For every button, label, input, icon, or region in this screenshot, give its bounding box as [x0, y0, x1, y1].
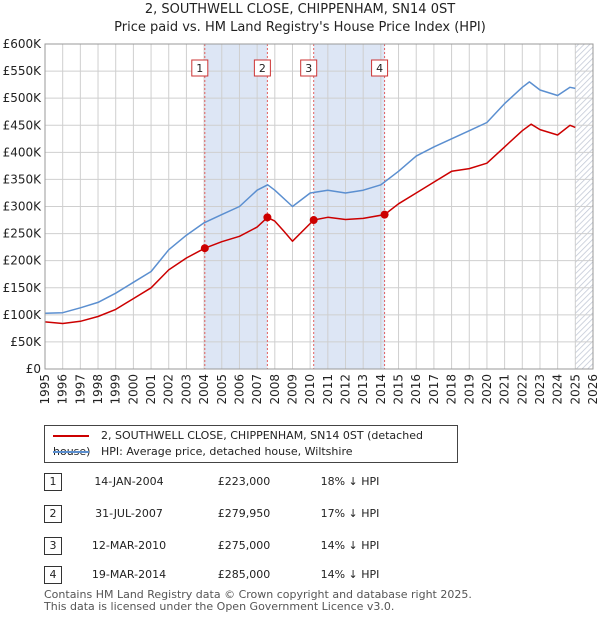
- y-tick-label: £400K: [3, 145, 43, 159]
- legend-property-swatch: [53, 435, 89, 437]
- x-tick-label: 2014: [374, 374, 388, 405]
- x-tick-label: 2008: [268, 374, 282, 405]
- legend-hpi-label: HPI: Average price, detached house, Wilt…: [101, 445, 353, 458]
- x-tick-label: 2005: [215, 374, 229, 405]
- transaction-hpi: 17% ↓ HPI: [320, 507, 380, 520]
- x-tick-label: 2009: [285, 374, 299, 405]
- plot-border: [44, 43, 594, 370]
- transaction-badge: 4: [44, 566, 62, 584]
- transaction-date: 12-MAR-2010: [91, 539, 167, 552]
- y-tick-label: £100K: [3, 308, 43, 322]
- sale-marker-label: 2: [259, 62, 266, 75]
- x-tick-label: 2001: [144, 374, 158, 405]
- transaction-date: 19-MAR-2014: [91, 568, 167, 581]
- sale-marker-box: [300, 59, 318, 77]
- x-tick-label: 2003: [179, 374, 193, 405]
- transaction-price: £223,000: [217, 475, 271, 488]
- transaction-badge: 2: [44, 505, 62, 523]
- y-tick-label: £350K: [3, 172, 43, 186]
- sale-point: [380, 210, 389, 219]
- transaction-price: £285,000: [217, 568, 271, 581]
- y-tick-label: £500K: [3, 91, 43, 105]
- sale-marker-box: [371, 59, 389, 77]
- sale-point: [263, 213, 272, 222]
- x-tick-label: 2012: [339, 374, 353, 405]
- footer-copyright: Contains HM Land Registry data © Crown c…: [44, 588, 472, 601]
- x-tick-label: 2004: [197, 374, 211, 405]
- x-tick-label: 2018: [445, 374, 459, 405]
- x-tick-label: 2016: [409, 374, 423, 405]
- legend-hpi-swatch: [53, 451, 89, 453]
- x-tick-label: 1996: [56, 374, 70, 405]
- y-tick-label: £450K: [3, 118, 43, 132]
- y-tick-label: £550K: [3, 64, 43, 78]
- y-tick-label: £0: [26, 362, 41, 376]
- transaction-hpi: 18% ↓ HPI: [320, 475, 380, 488]
- chart-title-line1: 2, SOUTHWELL CLOSE, CHIPPENHAM, SN14 0ST: [144, 2, 456, 17]
- x-tick-label: 2026: [586, 374, 600, 405]
- footer: Contains HM Land Registry data © Crown c…: [44, 589, 472, 613]
- x-tick-label: 2023: [533, 374, 547, 405]
- x-tick-label: 2021: [498, 374, 512, 405]
- y-tick-label: £250K: [3, 227, 43, 241]
- y-tick-label: £50K: [10, 335, 42, 349]
- x-tick-label: 2000: [126, 374, 140, 405]
- x-tick-label: 1995: [38, 374, 52, 405]
- x-tick-label: 2020: [480, 374, 494, 405]
- footer-licence: This data is licensed under the Open Gov…: [44, 600, 395, 613]
- transaction-price: £275,000: [217, 539, 271, 552]
- sale-marker-box: [191, 59, 209, 77]
- legend-hpi: HPI: Average price, detached house, Wilt…: [53, 444, 353, 460]
- chart-title-line2: Price paid vs. HM Land Registry's House …: [114, 20, 486, 35]
- y-tick-label: £150K: [3, 281, 43, 295]
- price-chart: £0 £50K £100K £150K £200K £250K £300K £350K £400…: [3, 37, 600, 405]
- sale-marker-label: 3: [305, 62, 312, 75]
- sale-marker-label: 1: [196, 62, 203, 75]
- transaction-hpi: 14% ↓ HPI: [320, 568, 380, 581]
- y-tick-label: £600K: [3, 37, 43, 51]
- y-tick-label: £200K: [3, 254, 43, 268]
- x-tick-label: 2025: [568, 374, 582, 405]
- transaction-date: 31-JUL-2007: [95, 507, 163, 520]
- x-tick-label: 1997: [73, 374, 87, 405]
- x-tick-label: 2010: [303, 374, 317, 405]
- x-tick-label: 2017: [427, 374, 441, 405]
- x-tick-label: 2006: [232, 374, 246, 405]
- transaction-badge: 3: [44, 537, 62, 555]
- x-tick-label: 2007: [250, 374, 264, 405]
- x-tick-label: 2015: [392, 374, 406, 405]
- sale-marker-box: [253, 59, 271, 77]
- sale-marker-label: 4: [376, 62, 383, 75]
- transaction-badge: 1: [44, 473, 62, 491]
- legend-property: 2, SOUTHWELL CLOSE, CHIPPENHAM, SN14 0ST…: [53, 428, 457, 458]
- x-tick-label: 2013: [356, 374, 370, 405]
- y-tick-label: £300K: [3, 200, 43, 214]
- sale-point: [200, 244, 209, 253]
- x-tick-label: 2002: [162, 374, 176, 405]
- hpi-line: [44, 81, 576, 314]
- x-tick-label: 2024: [551, 374, 565, 405]
- x-tick-label: 2011: [321, 374, 335, 405]
- x-tick-label: 1998: [91, 374, 105, 405]
- x-tick-label: 1999: [109, 374, 123, 405]
- transaction-hpi: 14% ↓ HPI: [320, 539, 380, 552]
- x-tick-label: 2022: [515, 374, 529, 405]
- transaction-date: 14-JAN-2004: [94, 475, 164, 488]
- x-tick-label: 2019: [462, 374, 476, 405]
- sale-point: [309, 216, 318, 225]
- legend: 2, SOUTHWELL CLOSE, CHIPPENHAM, SN14 0ST…: [44, 425, 458, 463]
- transaction-price: £279,950: [217, 507, 271, 520]
